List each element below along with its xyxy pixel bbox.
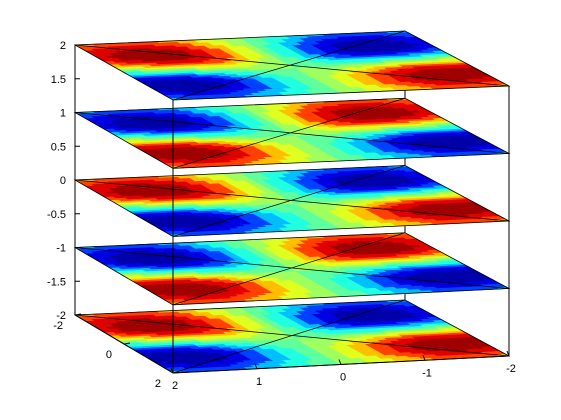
contour-slice-z1	[73, 97, 511, 169]
contour-slice-z0	[73, 165, 511, 237]
contour-slice-z2	[73, 30, 511, 101]
slice-stack	[73, 30, 511, 374]
contour-slice-zm1	[73, 232, 511, 306]
